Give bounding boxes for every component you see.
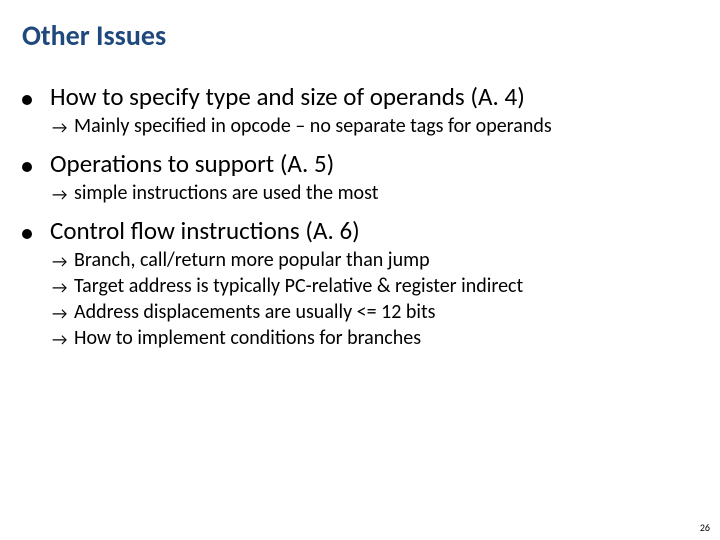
bullet-item: Control flow instructions (A. 6) [22,215,700,246]
bullet-text: Control flow instructions (A. 6) [50,215,360,246]
sub-bullet-text: Target address is typically PC-relative … [74,274,523,298]
slide-title: Other Issues [22,18,700,53]
bullet-text: How to specify type and size of operands… [50,81,525,112]
arrow-icon: → [52,185,67,205]
slide: Other Issues How to specify type and siz… [0,0,720,540]
sub-bullet-text: Address displacements are usually <= 12 … [74,300,436,324]
sub-bullet-item: → simple instructions are used the most [22,181,700,205]
sub-bullet-text: How to implement conditions for branches [74,326,421,350]
arrow-icon: → [52,278,67,298]
sub-bullet-text: Branch, call/return more popular than ju… [74,248,430,272]
bullet-dot-icon [22,229,32,239]
arrow-icon: → [52,304,67,324]
sub-bullet-item: → How to implement conditions for branch… [22,326,700,350]
sub-bullet-text: simple instructions are used the most [74,181,378,205]
bullet-item: Operations to support (A. 5) [22,148,700,179]
bullet-item: How to specify type and size of operands… [22,81,700,112]
sub-bullet-text: Mainly specified in opcode – no separate… [74,114,552,138]
bullet-text: Operations to support (A. 5) [50,148,334,179]
sub-bullet-item: → Mainly specified in opcode – no separa… [22,114,700,138]
bullet-dot-icon [22,162,32,172]
sub-bullet-item: → Branch, call/return more popular than … [22,248,700,272]
arrow-icon: → [52,330,67,350]
bullet-dot-icon [22,95,32,105]
page-number: 26 [700,521,710,534]
bullet-list: How to specify type and size of operands… [22,81,700,350]
arrow-icon: → [52,118,67,138]
arrow-icon: → [52,252,67,272]
sub-bullet-item: → Address displacements are usually <= 1… [22,300,700,324]
sub-bullet-item: → Target address is typically PC-relativ… [22,274,700,298]
